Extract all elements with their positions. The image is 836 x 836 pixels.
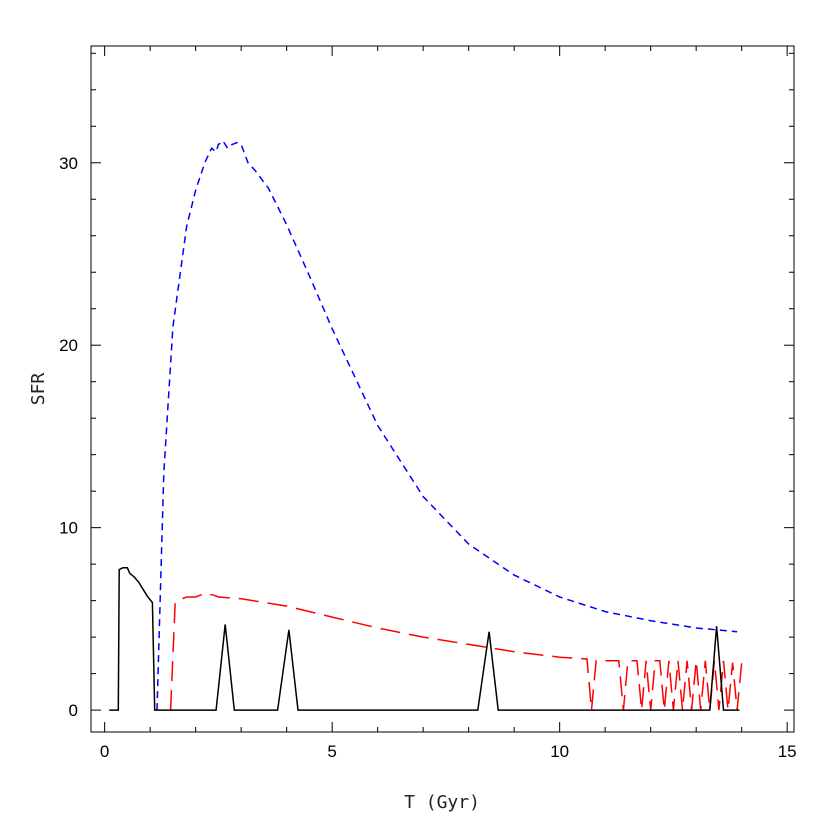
series-line-solid (109, 567, 740, 711)
x-tick-label: 5 (327, 742, 336, 761)
x-axis-label: T (Gyr) (404, 792, 480, 813)
y-tick-label: 20 (59, 336, 78, 355)
x-tick-label: 10 (550, 742, 569, 761)
series-line-short-dash (156, 139, 738, 711)
y-axis-label: SFR (28, 373, 49, 406)
y-tick-label: 10 (59, 519, 78, 538)
series-group (109, 139, 743, 711)
plot-frame (90, 45, 795, 733)
y-tick-label: 0 (69, 701, 78, 720)
axis-ticks: 0 5 10 15 0 10 20 30 (59, 46, 797, 761)
series-line-long-dash (169, 592, 743, 711)
x-tick-label: 15 (778, 742, 797, 761)
x-tick-label: 0 (100, 742, 109, 761)
y-tick-label: 30 (59, 154, 78, 173)
